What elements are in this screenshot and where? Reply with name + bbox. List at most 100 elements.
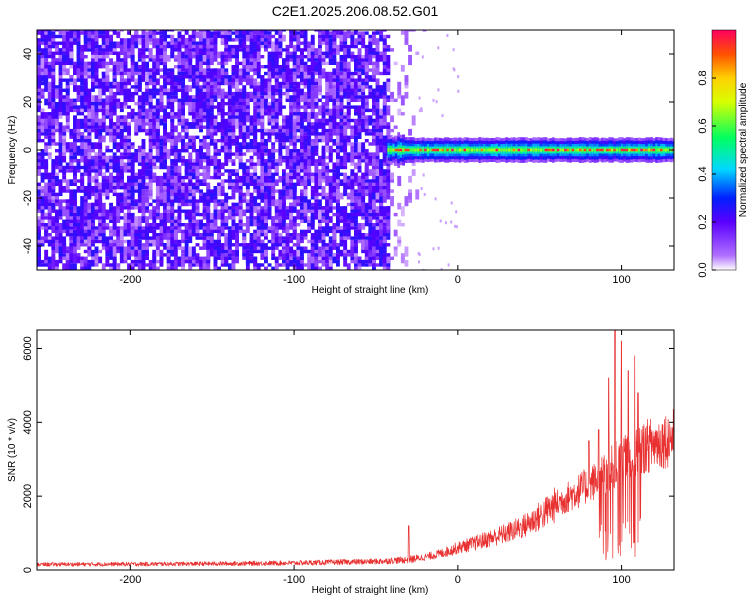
spectrogram-cell: [440, 268, 443, 270]
spectrogram-cell: [47, 30, 52, 32]
spectrogram-cell: [364, 202, 369, 213]
spectrogram-cell: [105, 246, 110, 250]
spectrogram-cell: [119, 30, 124, 32]
spectrogram-cell: [364, 95, 369, 99]
spectrogram-cell: [382, 139, 387, 146]
carrier-cell: [429, 148, 432, 152]
spectrogram-cell: [44, 259, 49, 264]
spectrogram-cell: [235, 30, 239, 32]
spectrogram-cell: [441, 114, 444, 118]
spectrogram-cell: [105, 223, 110, 227]
spectrogram-cell: [253, 249, 258, 254]
spectrogram-cell: [278, 196, 283, 200]
spectrogram-cell: [123, 212, 128, 223]
spectrogram-cell: [368, 115, 373, 119]
spectrogram-cell: [300, 229, 304, 234]
spectrogram-cell: [278, 41, 283, 45]
spectrogram-cell: [195, 41, 200, 45]
spectrogram-cell: [354, 71, 358, 76]
spectrogram-cell: [83, 139, 88, 143]
spectrogram-cell: [47, 145, 52, 150]
spectrogram-cell: [318, 44, 322, 49]
spectrogram-cell: [256, 91, 261, 96]
spectrogram-cell: [260, 162, 265, 166]
spectrogram-cell: [382, 229, 387, 237]
spectrogram-cell: [264, 78, 268, 89]
spectrogram-cell: [58, 122, 63, 133]
spectrogram-cell: [249, 91, 254, 99]
spectrogram-cell: [321, 219, 326, 223]
spectrogram-cell: [47, 256, 52, 264]
spectrogram-cell: [141, 112, 146, 116]
spectrogram-cell: [400, 112, 405, 116]
spectrogram-cell: [336, 122, 340, 126]
spectrogram-cell: [382, 216, 387, 220]
spectrogram-cell: [188, 65, 193, 76]
spectrogram-cell: [404, 41, 409, 45]
spectrogram-cell: [94, 102, 99, 109]
spectrogram-cell: [303, 149, 308, 160]
carrier-peak-cell: [517, 148, 521, 152]
spectrogram-cell: [101, 263, 106, 270]
spectrogram-cell: [379, 51, 384, 55]
spectrogram-cell: [155, 118, 160, 129]
spectrogram-cell: [163, 199, 167, 210]
spectrogram-cell: [109, 58, 113, 65]
spectrogram-cell: [238, 155, 243, 160]
carrier-cell: [409, 148, 413, 152]
spectrogram-cell: [267, 31, 272, 35]
spectrogram-cell: [382, 95, 387, 106]
spectrogram-cell: [80, 165, 85, 170]
spectrogram-cell: [173, 172, 178, 183]
spectrogram-cell: [101, 71, 106, 76]
spectrogram-cell: [148, 152, 153, 160]
spectrogram-cell: [434, 197, 437, 201]
spectrogram-cell: [116, 145, 121, 150]
spectrogram-cell: [170, 259, 175, 267]
spectrogram-cell: [173, 152, 178, 160]
spectrogram-cell: [310, 259, 315, 270]
spectrogram-cell: [191, 30, 196, 35]
spectrogram-cell: [91, 128, 95, 133]
carrier-cell: [421, 148, 425, 152]
spectrogram-cell: [217, 122, 221, 126]
spectrogram-cell: [361, 239, 366, 250]
spectrogram-cell: [87, 98, 92, 109]
spectrogram-cell: [202, 112, 207, 119]
spectrogram-cell: [213, 105, 218, 109]
spectrogram-cell: [170, 88, 175, 92]
spectrogram-cell: [202, 139, 207, 150]
spectrogram-cell: [202, 239, 207, 244]
spectrogram-cell: [245, 30, 250, 32]
spectrogram-cell: [119, 58, 124, 62]
carrier-cell: [510, 148, 513, 152]
spectrogram-cell: [202, 256, 207, 264]
spectrogram-cell: [423, 193, 426, 196]
spectrogram-cell: [264, 30, 268, 32]
spectrogram-cell: [278, 112, 283, 116]
spectrogram-cell: [382, 135, 387, 139]
spectrogram-cell: [397, 91, 402, 96]
spectrogram-cell: [137, 239, 142, 244]
spectrogram-cell: [364, 246, 369, 257]
spectrogram-cell: [357, 91, 362, 96]
carrier-peak-cell: [463, 148, 467, 152]
spectrogram-cell: [177, 223, 182, 227]
spectrogram-cell: [274, 179, 279, 186]
carrier-peak-cell: [399, 148, 403, 152]
spectrogram-cell: [51, 206, 56, 213]
spectrogram-cell: [357, 196, 362, 207]
spectrogram-cell: [105, 61, 110, 66]
spectrogram-cell: [177, 149, 182, 153]
spectrogram-cell: [292, 216, 297, 223]
spectrogram-cell: [300, 68, 304, 79]
spectrogram-cell: [452, 48, 455, 52]
spectrogram-cell: [91, 34, 95, 39]
spectrogram-cell: [325, 98, 330, 106]
spectrogram-cell: [354, 236, 358, 240]
spectrogram-cell: [397, 202, 402, 210]
spectrogram-cell: [386, 68, 391, 76]
spectrogram-cell: [314, 68, 319, 76]
spectrogram-cell: [314, 85, 319, 89]
spectrogram-cell: [40, 81, 45, 86]
